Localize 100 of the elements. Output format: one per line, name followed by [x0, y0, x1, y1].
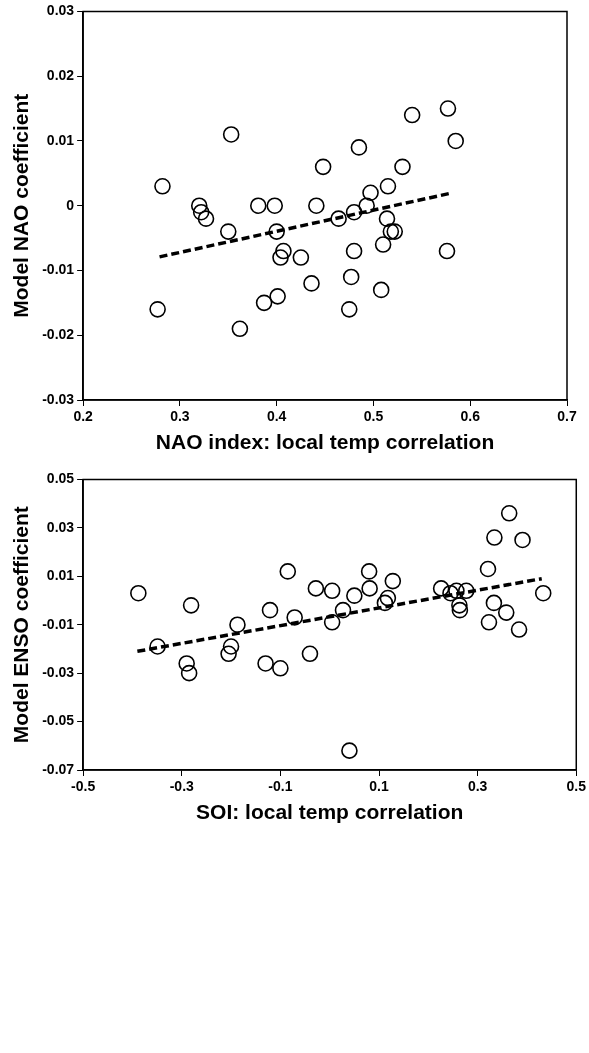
point — [286, 609, 303, 626]
point — [374, 236, 392, 253]
x-tick-label: 0.5 — [363, 408, 384, 425]
point — [386, 223, 404, 240]
point — [255, 294, 273, 312]
point — [510, 621, 528, 638]
point — [154, 177, 171, 195]
point — [341, 742, 358, 759]
point — [279, 563, 297, 580]
point — [345, 242, 363, 260]
point — [379, 589, 397, 607]
x-tick-label: 0.5 — [566, 778, 587, 795]
point — [178, 655, 195, 672]
point — [448, 582, 465, 600]
point — [534, 584, 552, 602]
point — [292, 249, 310, 266]
point — [314, 158, 332, 176]
point — [149, 301, 166, 318]
x-tick-label: 0.3 — [467, 778, 488, 795]
y-tick-label: -0.01 — [42, 261, 75, 278]
point — [303, 275, 320, 292]
y-tick-label: 0.01 — [46, 567, 75, 584]
x-axis-title: NAO index: local temp correlation — [155, 430, 495, 454]
point — [432, 580, 450, 597]
point — [479, 560, 497, 578]
y-axis-title: Model ENSO coefficient — [9, 506, 33, 744]
point — [451, 597, 468, 614]
y-tick-label: 0.05 — [46, 470, 75, 487]
y-tick-label: 0.02 — [46, 67, 75, 84]
point — [272, 249, 289, 266]
point — [257, 655, 274, 672]
point — [266, 197, 284, 214]
point — [358, 197, 375, 214]
y-tick-label: 0.03 — [46, 2, 75, 19]
x-tick-label: 0.7 — [557, 408, 577, 425]
x-tick-label: 0.4 — [266, 408, 287, 425]
point — [180, 664, 198, 682]
point — [372, 281, 390, 299]
point — [514, 531, 531, 549]
point — [220, 645, 237, 663]
y-tick-label: -0.01 — [42, 615, 75, 632]
y-tick-label: -0.07 — [42, 760, 75, 777]
point — [384, 572, 402, 590]
point — [222, 638, 240, 655]
point — [229, 616, 246, 633]
y-tick-label: 0.01 — [46, 131, 75, 148]
x-tick-label: -0.5 — [71, 778, 96, 795]
y-axis-title: Model NAO coefficient — [9, 93, 33, 318]
point — [500, 505, 518, 522]
point — [330, 210, 347, 227]
x-axis-title: SOI: local temp correlation — [196, 800, 464, 824]
point — [403, 106, 421, 124]
point — [438, 242, 456, 260]
point — [342, 268, 360, 286]
point — [346, 587, 363, 604]
point — [485, 594, 503, 612]
x-tick-label: 0.3 — [170, 408, 190, 425]
point — [361, 580, 378, 597]
point — [486, 529, 503, 546]
point — [249, 197, 267, 214]
point — [149, 638, 166, 655]
point — [362, 184, 379, 202]
point — [394, 158, 411, 176]
point — [360, 563, 378, 580]
point — [480, 613, 498, 631]
x-tick-label: 0.2 — [73, 408, 94, 425]
y-tick-label: -0.03 — [42, 663, 75, 680]
point — [340, 301, 358, 318]
point — [378, 210, 396, 227]
point — [197, 210, 215, 227]
point — [447, 132, 465, 150]
point — [307, 580, 325, 597]
point — [268, 223, 285, 240]
point — [190, 197, 208, 214]
y-tick-label: -0.02 — [42, 326, 75, 343]
point — [442, 584, 459, 602]
y-tick-label: -0.05 — [42, 712, 75, 729]
point — [182, 597, 200, 614]
point — [350, 139, 368, 156]
point — [231, 320, 249, 338]
point — [458, 582, 475, 600]
point — [222, 126, 240, 143]
point — [323, 582, 341, 600]
point — [451, 601, 469, 619]
x-tick-label: -0.3 — [169, 778, 195, 795]
x-tick-label: -0.1 — [268, 778, 293, 795]
point — [439, 100, 457, 117]
point — [301, 645, 319, 663]
point — [382, 223, 400, 240]
y-tick-label: 0.03 — [46, 518, 75, 535]
point — [376, 594, 394, 612]
point — [334, 601, 352, 619]
point — [379, 177, 397, 195]
y-tick-label: 0 — [66, 196, 75, 213]
point — [192, 203, 210, 221]
y-tick-label: -0.03 — [42, 390, 75, 407]
point — [272, 659, 289, 677]
x-tick-label: 0.1 — [369, 778, 389, 795]
point — [497, 604, 515, 621]
point — [323, 613, 341, 631]
